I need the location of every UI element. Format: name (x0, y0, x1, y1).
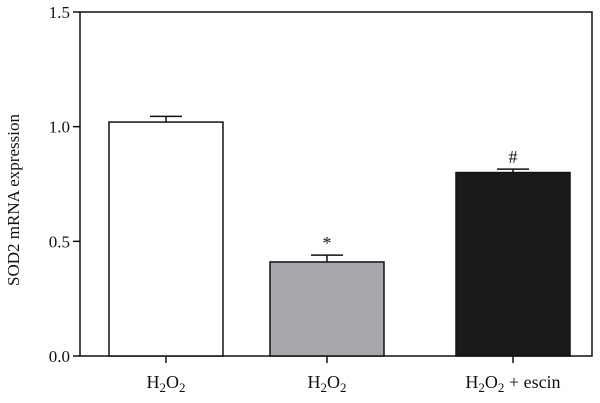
y-tick-label: 0.0 (49, 347, 70, 366)
label-text: H (308, 372, 321, 392)
bar (269, 261, 385, 357)
y-axis-label: SOD2 mRNA expression (4, 114, 23, 286)
y-tick-label: 0.5 (49, 232, 70, 251)
bar (108, 121, 224, 357)
label-text: + escin (504, 372, 560, 392)
label-subscript: 2 (160, 380, 167, 395)
significance-marker: # (509, 147, 518, 167)
label-subscript: 2 (478, 380, 485, 395)
label-text: H (465, 372, 478, 392)
x-tick-label: H2O2 (308, 372, 347, 395)
bar (455, 171, 571, 357)
label-text: O (327, 372, 340, 392)
y-tick-label: 1.5 (49, 3, 70, 22)
label-subscript: 2 (179, 380, 186, 395)
y-tick-label: 1.0 (49, 118, 70, 137)
label-subscript: 2 (498, 380, 505, 395)
label-subscript: 2 (321, 380, 328, 395)
label-subscript: 2 (340, 380, 347, 395)
label-text: O (485, 372, 498, 392)
label-text: H (147, 372, 160, 392)
label-text: O (166, 372, 179, 392)
significance-marker: * (323, 233, 332, 253)
x-tick-label: H2O2 + escin (465, 372, 560, 395)
x-tick-label: H2O2 (147, 372, 186, 395)
